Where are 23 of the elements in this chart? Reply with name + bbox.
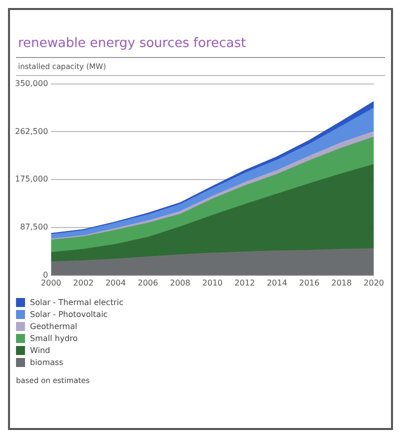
x-tick-label: 2014 xyxy=(266,278,288,288)
x-tick-label: 2016 xyxy=(299,278,320,288)
legend-label: Geothermal xyxy=(30,322,78,331)
y-tick-label: 262,500 xyxy=(14,126,48,136)
x-tick-label: 2002 xyxy=(73,278,94,288)
x-tick-label: 2008 xyxy=(170,278,190,288)
y-tick-label: 87,500 xyxy=(20,222,48,232)
x-tick-label: 2004 xyxy=(105,278,126,288)
legend-label: Solar - Photovoltaic xyxy=(30,310,108,319)
x-tick-label: 2018 xyxy=(331,278,352,288)
x-tick-label: 2012 xyxy=(234,278,255,288)
x-tick-label: 2010 xyxy=(202,278,223,288)
x-tick-label: 2000 xyxy=(40,278,62,288)
y-tick-label: 175,000 xyxy=(14,174,48,184)
legend-label: biomass xyxy=(30,358,64,367)
legend-label: Wind xyxy=(30,346,50,355)
x-tick-label: 2006 xyxy=(138,278,158,288)
x-tick-label: 2020 xyxy=(364,278,384,288)
legend-label: Small hydro xyxy=(30,334,78,343)
y-tick-label: 350,000 xyxy=(14,78,48,88)
y-tick-label: 0 xyxy=(42,270,48,280)
chart-title: renewable energy sources forecast xyxy=(17,35,247,53)
legend-label: Solar - Thermal electric xyxy=(30,298,124,307)
